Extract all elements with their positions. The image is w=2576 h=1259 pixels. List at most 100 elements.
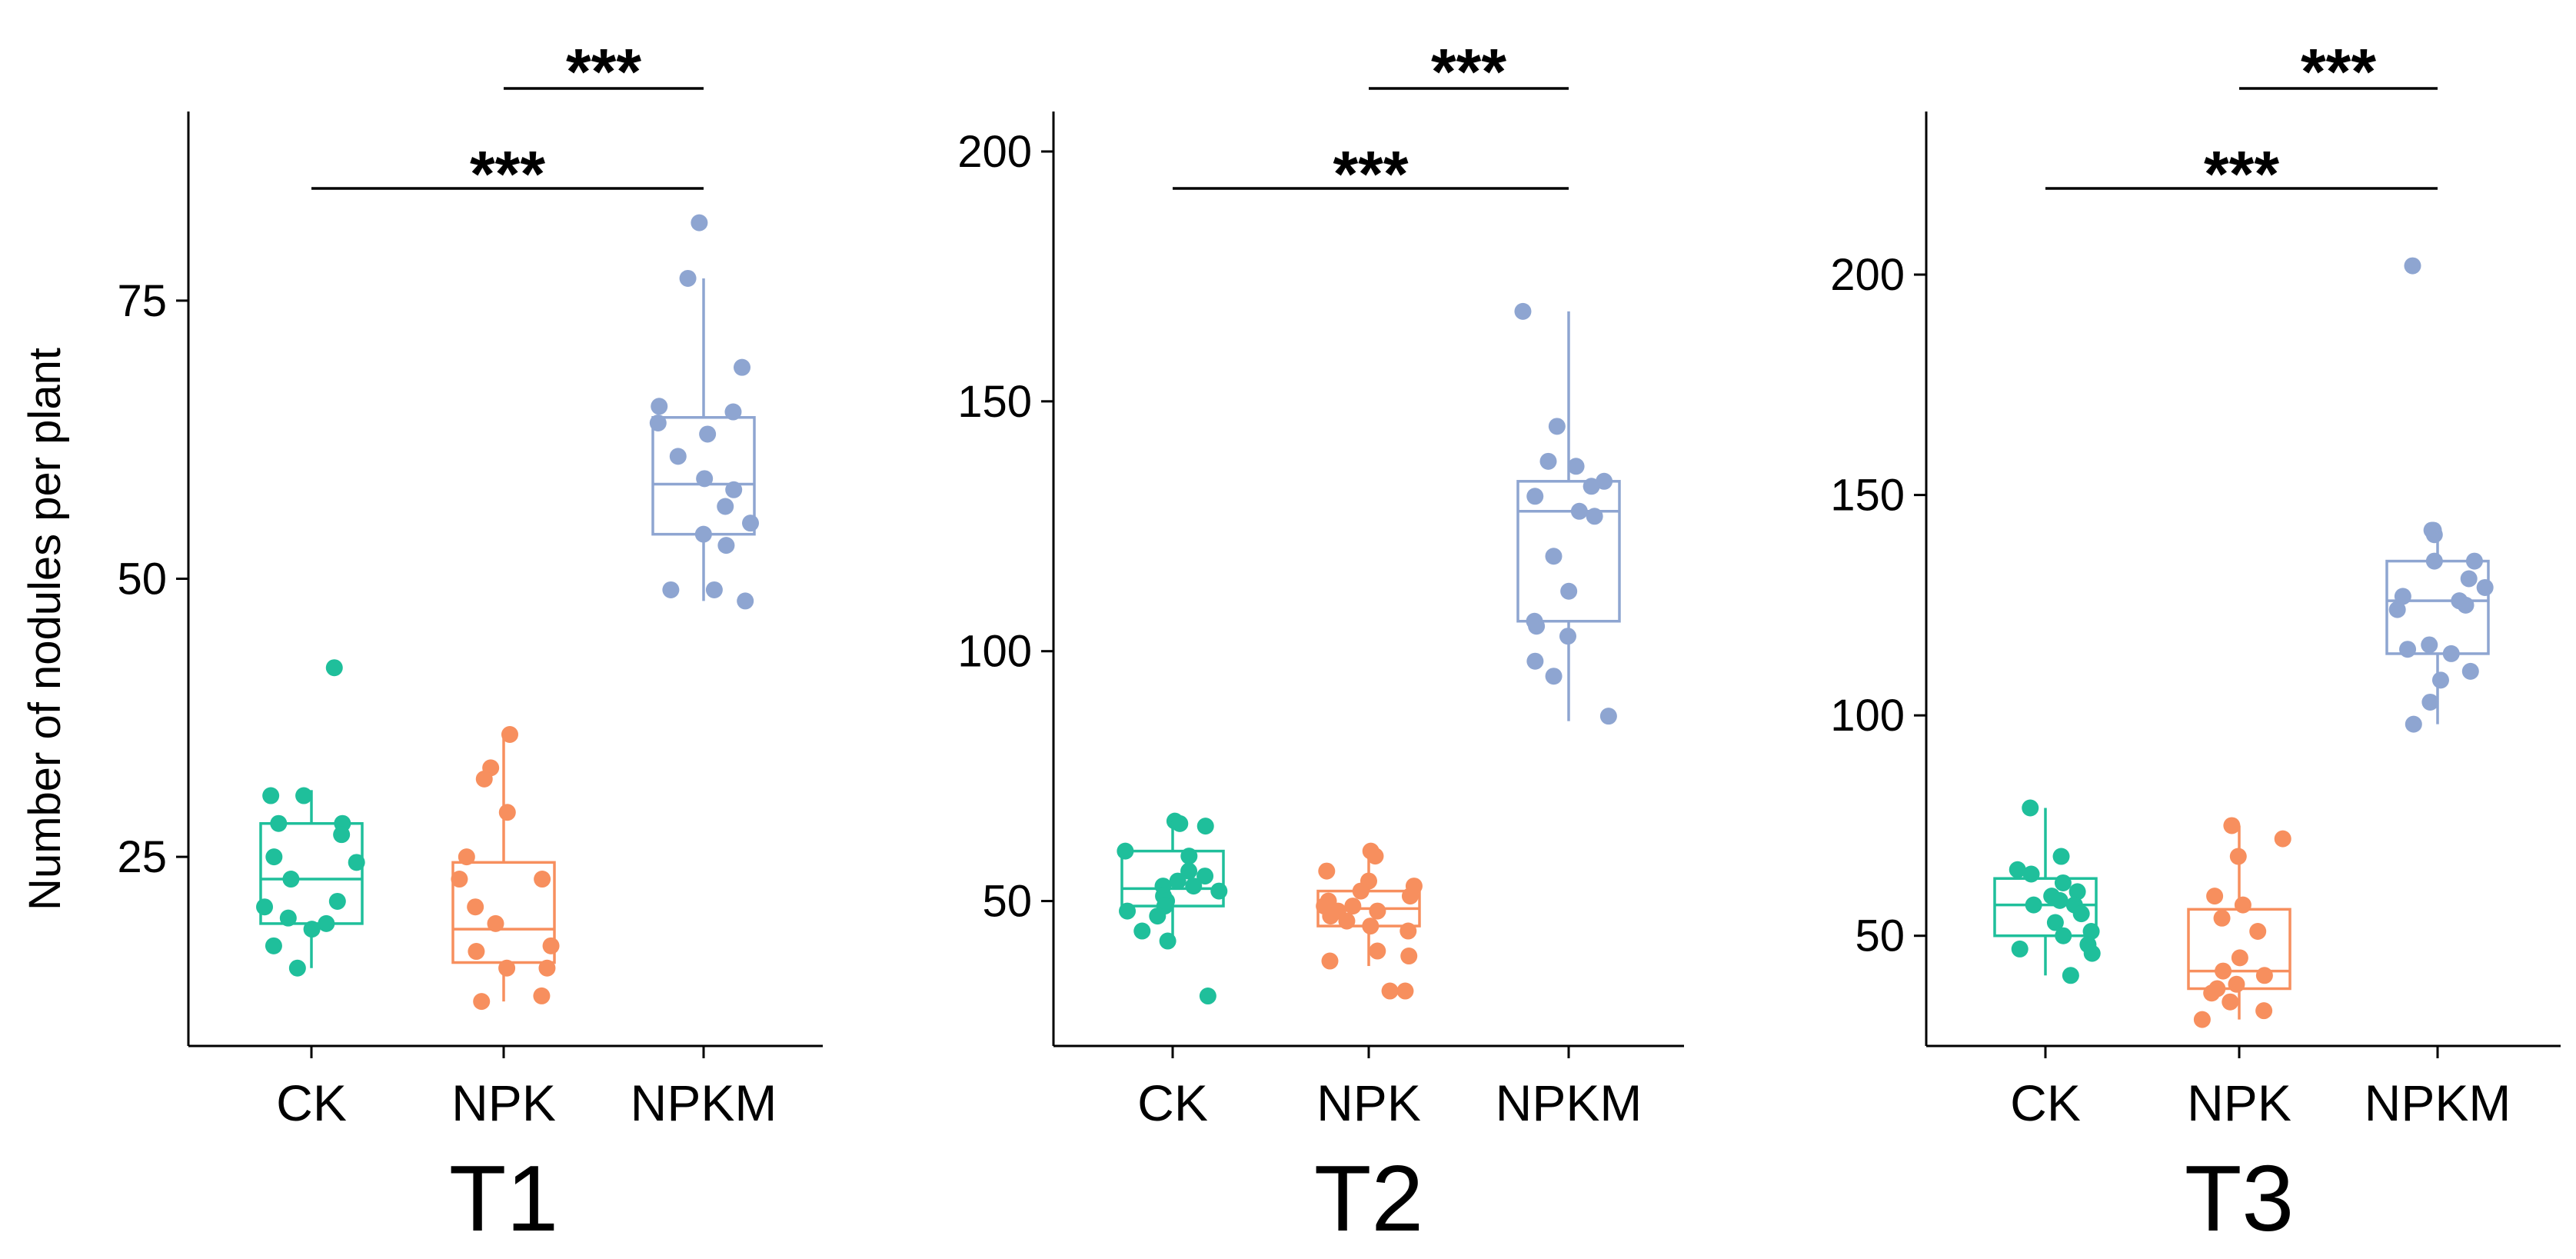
data-point-npkm <box>1526 488 1544 505</box>
y-tick-label: 75 <box>117 276 167 326</box>
significance-label: *** <box>470 138 545 210</box>
data-point-npkm <box>2461 662 2479 680</box>
data-point-ck <box>2022 799 2039 817</box>
y-tick-label: 100 <box>1830 691 1905 741</box>
data-point-npk <box>1396 982 1414 1000</box>
data-point-ck <box>262 787 280 804</box>
data-point-npkm <box>669 448 687 465</box>
data-point-npk <box>2213 909 2231 927</box>
data-point-npk <box>2223 817 2241 834</box>
data-point-npk <box>2193 1011 2211 1028</box>
data-point-npkm <box>2457 596 2474 614</box>
data-point-npk <box>475 770 493 788</box>
data-point-npkm <box>1545 548 1563 565</box>
data-point-npkm <box>1559 628 1576 645</box>
x-tick-label-npkm: NPKM <box>2365 1074 2511 1131</box>
data-point-ck <box>288 959 306 977</box>
data-point-npk <box>2229 848 2247 865</box>
data-point-npk <box>1369 902 1386 920</box>
x-tick-label-npk: NPK <box>451 1074 556 1131</box>
data-point-npkm <box>2465 552 2483 570</box>
data-point-npk <box>538 959 556 977</box>
y-tick-label: 50 <box>117 555 167 605</box>
data-point-npkm <box>1599 708 1617 725</box>
data-point-npk <box>1321 952 1339 970</box>
data-point-npk <box>487 914 504 932</box>
data-point-npk <box>458 848 475 866</box>
data-point-npkm <box>1583 478 1600 495</box>
data-point-npk <box>2231 949 2248 967</box>
data-point-ck <box>2055 927 2072 944</box>
data-point-npk <box>2255 1002 2273 1020</box>
data-point-ck <box>1159 932 1177 950</box>
data-point-npkm <box>2405 715 2422 733</box>
data-point-ck <box>328 892 346 910</box>
data-point-ck <box>2072 905 2090 923</box>
data-point-npkm <box>1526 652 1544 670</box>
data-point-npkm <box>2394 588 2411 605</box>
data-point-ck <box>2054 874 2072 891</box>
panel-t3: 50 100 150 200 CK NPK NPKM T3 *** *** <box>1830 35 2561 1251</box>
data-point-ck <box>265 937 282 954</box>
data-point-npkm <box>717 537 735 555</box>
data-point-npkm <box>1545 668 1563 685</box>
data-point-npk <box>1366 848 1384 865</box>
data-point-npk <box>1318 862 1336 880</box>
data-point-npk <box>1344 898 1362 915</box>
significance-label: *** <box>1431 35 1506 108</box>
data-point-ck <box>2022 865 2040 883</box>
data-point-npk <box>533 987 551 1004</box>
data-point-ck <box>2068 883 2086 901</box>
panel-t2: 50 100 150 200 CK NPK NPKM T2 *** *** <box>957 35 1684 1251</box>
data-point-npk <box>1362 918 1380 935</box>
data-point-ck <box>2062 967 2079 984</box>
data-point-npkm <box>1560 582 1578 600</box>
significance-label: *** <box>2301 35 2376 108</box>
data-point-npkm <box>699 425 717 443</box>
data-point-npkm <box>2404 257 2421 275</box>
data-point-ck <box>2051 891 2068 909</box>
data-point-ck <box>318 914 335 932</box>
data-point-npkm <box>2399 641 2417 658</box>
data-point-npk <box>501 726 518 743</box>
data-point-ck <box>325 659 343 677</box>
data-point-ck <box>2052 848 2070 865</box>
y-tick-label: 50 <box>1855 911 1905 961</box>
panel-title: T2 <box>1314 1146 1423 1251</box>
data-point-npk <box>2215 962 2232 980</box>
box-ck <box>1993 808 2098 976</box>
data-point-npk <box>1401 888 1419 905</box>
data-point-npk <box>451 871 468 888</box>
data-point-ck <box>1171 814 1189 832</box>
data-point-ck <box>1149 908 1167 925</box>
data-point-ck <box>333 826 351 844</box>
data-point-ck <box>279 909 297 927</box>
y-tick-label: 25 <box>117 832 167 882</box>
data-point-ck <box>1180 862 1198 880</box>
data-point-npk <box>2234 896 2252 914</box>
data-point-npk <box>2274 830 2291 848</box>
data-point-npk <box>2222 993 2239 1011</box>
data-point-npkm <box>705 581 723 598</box>
data-point-npk <box>2255 967 2273 984</box>
significance-label: *** <box>1333 138 1408 210</box>
data-point-npkm <box>734 358 751 376</box>
data-point-npkm <box>691 214 708 231</box>
x-tick-label-npk: NPK <box>2187 1074 2291 1131</box>
data-point-npkm <box>742 515 760 532</box>
data-point-ck <box>2011 940 2029 958</box>
significance-label: *** <box>566 35 641 108</box>
data-point-ck <box>1210 882 1228 900</box>
y-tick-label: 150 <box>1830 471 1905 521</box>
data-point-npk <box>1400 948 1418 965</box>
data-point-npkm <box>2425 526 2443 544</box>
data-point-ck <box>1180 848 1198 865</box>
data-point-ck <box>1196 818 1214 835</box>
data-point-npkm <box>2431 671 2449 689</box>
data-point-npk <box>498 804 516 821</box>
data-point-npk <box>2203 984 2221 1002</box>
data-point-npkm <box>696 470 714 488</box>
data-point-npkm <box>1570 502 1588 520</box>
data-point-npk <box>534 871 551 888</box>
